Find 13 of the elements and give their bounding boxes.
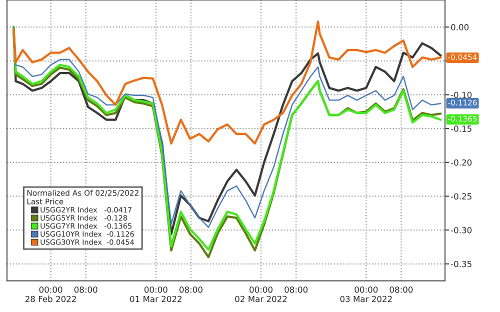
y-tick-label: -0.10 [450, 92, 472, 98]
x-tick-label: 08:00 [74, 286, 98, 293]
y-tick-label: -0.15 [450, 126, 472, 132]
x-tick-label: 08:00 [180, 286, 202, 293]
x-tick-label: 00:00 28 Feb 2022 [25, 286, 76, 302]
y-tick-label: 0.00 [451, 24, 469, 30]
y-tick-label: -0.35 [450, 260, 472, 268]
x-tick-label: 08:00 [284, 286, 308, 293]
y-tick-label: -0.25 [450, 193, 472, 200]
y-tick-label: -0.30 [450, 227, 472, 234]
x-tick-label: 08:00 [390, 286, 413, 293]
y-tick-label: -0.20 [450, 159, 472, 166]
line-series [12, 20, 442, 145]
